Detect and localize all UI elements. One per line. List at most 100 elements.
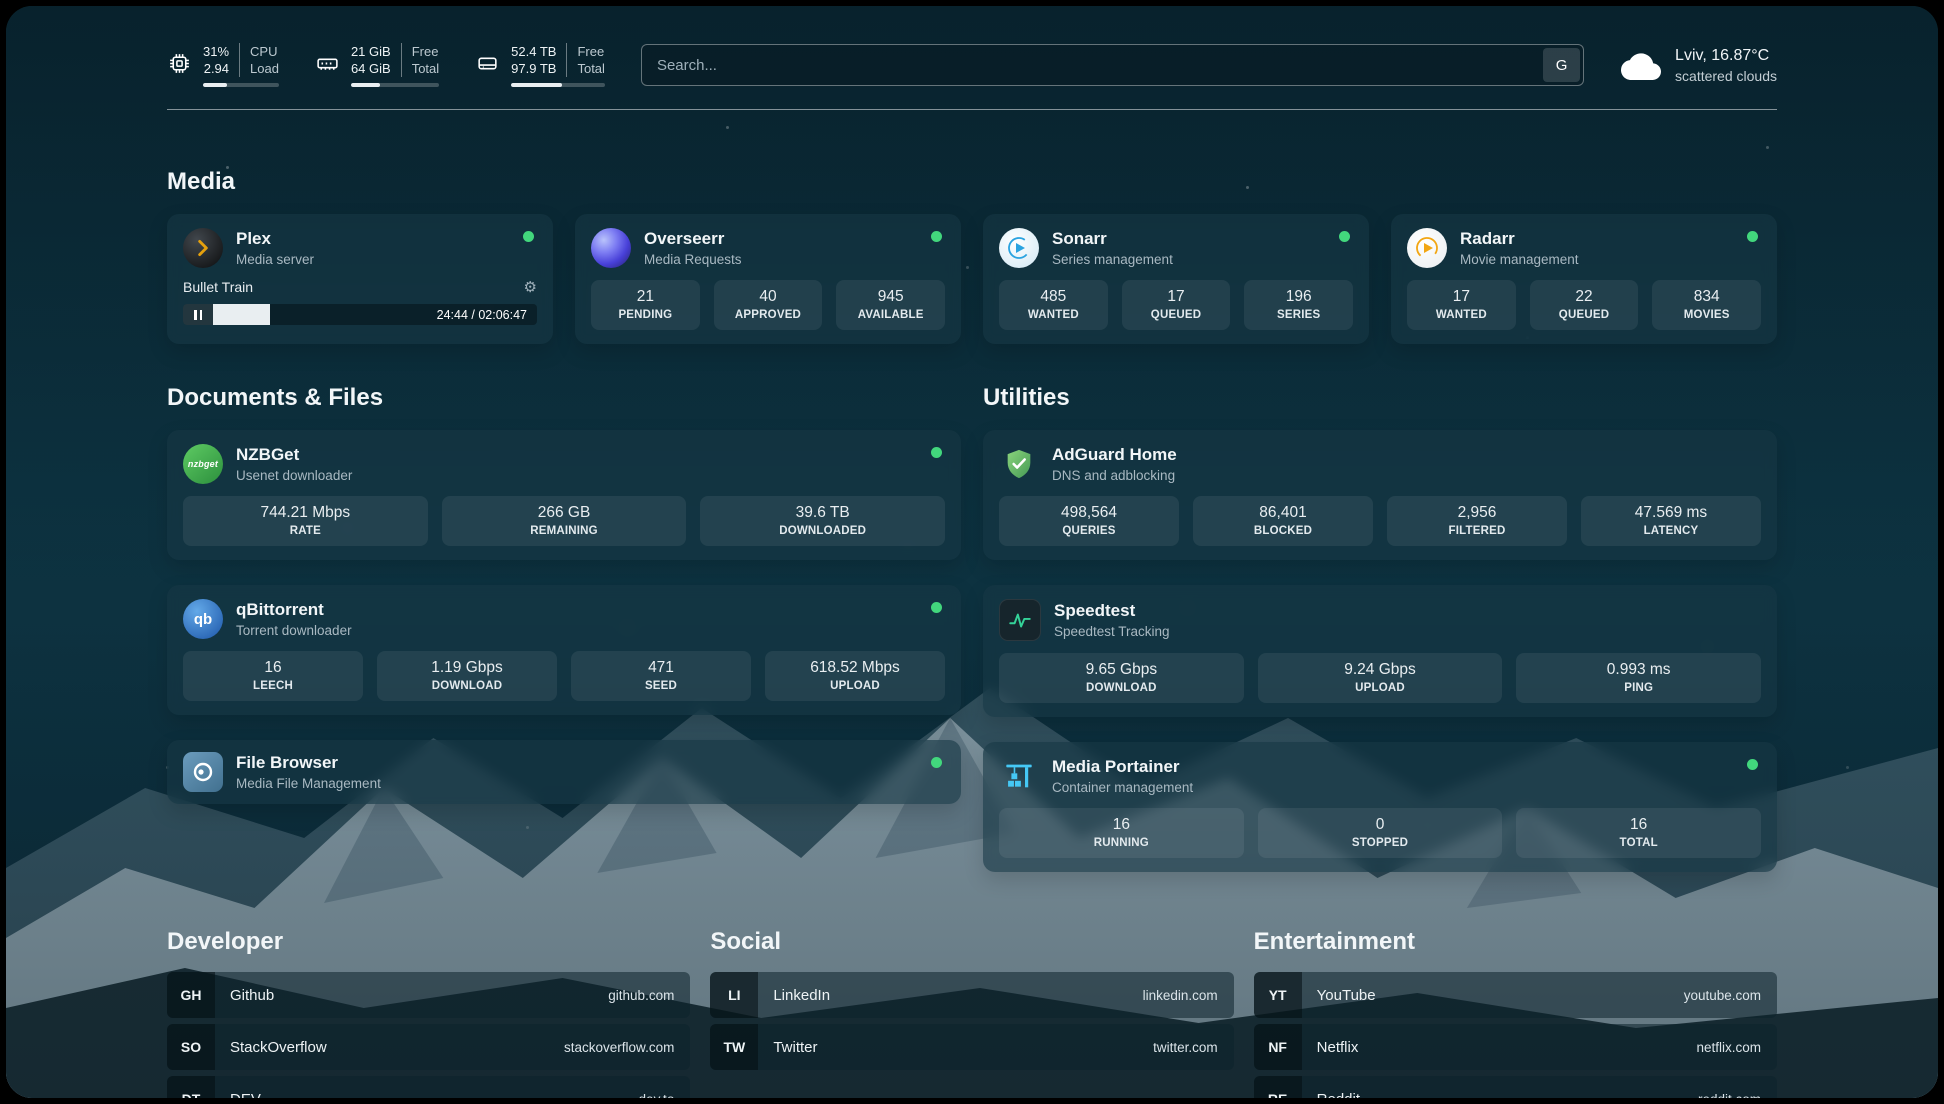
disk-progress-bar xyxy=(511,83,605,87)
ram-total: 64 GiB xyxy=(351,60,391,77)
app-card-adguard[interactable]: AdGuard Home DNS and adblocking 498,564Q… xyxy=(983,430,1777,560)
dashboard-content: 31% 2.94 CPU Load xyxy=(6,6,1938,1098)
plex-icon xyxy=(183,228,223,268)
stats-row: 498,564QUERIES 86,401BLOCKED 2,956FILTER… xyxy=(999,496,1761,546)
weather-widget: Lviv, 16.87°C scattered clouds xyxy=(1620,47,1777,84)
stat-box: 0STOPPED xyxy=(1258,808,1503,858)
cpu-progress-bar xyxy=(203,83,279,87)
stat-box: 0.993 msPING xyxy=(1516,653,1761,703)
stat-box: 9.24 GbpsUPLOAD xyxy=(1258,653,1503,703)
netflix-tile-icon: NF xyxy=(1254,1024,1302,1070)
app-card-sonarr[interactable]: Sonarr Series management 485WANTED 17QUE… xyxy=(983,214,1369,344)
status-dot xyxy=(1747,231,1758,242)
status-dot xyxy=(931,231,942,242)
app-card-radarr[interactable]: Radarr Movie management 17WANTED 22QUEUE… xyxy=(1391,214,1777,344)
stat-box: 945AVAILABLE xyxy=(836,280,945,330)
stat-box: 266 GBREMAINING xyxy=(442,496,687,546)
radarr-icon xyxy=(1407,228,1447,268)
stats-row: 17WANTED 22QUEUED 834MOVIES xyxy=(1407,280,1761,330)
documents-column: Documents & Files nzbget NZBGet Usenet d… xyxy=(167,384,961,872)
app-card-portainer[interactable]: Media Portainer Container management 16R… xyxy=(983,742,1777,872)
app-card-filebrowser[interactable]: File Browser Media File Management xyxy=(167,740,961,804)
utilities-column: Utilities AdGuard Home DNS and xyxy=(983,384,1777,872)
stat-box: 21PENDING xyxy=(591,280,700,330)
stat-box: 196SERIES xyxy=(1244,280,1353,330)
app-name: AdGuard Home xyxy=(1052,445,1177,465)
screenshot-frame: 31% 2.94 CPU Load xyxy=(0,0,1944,1104)
disk-total-label: Total xyxy=(577,60,604,77)
stat-box: 485WANTED xyxy=(999,280,1108,330)
ram-widget: 21 GiB 64 GiB Free Total xyxy=(315,43,439,87)
status-dot xyxy=(931,602,942,613)
section-title-social: Social xyxy=(710,928,1233,956)
stat-box: 9.65 GbpsDOWNLOAD xyxy=(999,653,1244,703)
cpu-load: 2.94 xyxy=(204,60,229,77)
stat-box: 17QUEUED xyxy=(1122,280,1231,330)
weather-location: Lviv, 16.87°C xyxy=(1675,47,1777,65)
app-name: Sonarr xyxy=(1052,229,1173,249)
app-card-speedtest[interactable]: Speedtest Speedtest Tracking 9.65 GbpsDO… xyxy=(983,585,1777,717)
disk-total: 97.9 TB xyxy=(511,60,556,77)
search-engine-button[interactable]: G xyxy=(1543,48,1580,82)
app-name: Plex xyxy=(236,229,314,249)
playback-progress-bar[interactable]: 24:44 / 02:06:47 xyxy=(183,304,537,325)
adguard-icon xyxy=(999,444,1039,484)
app-name: File Browser xyxy=(236,753,381,773)
bookmark-youtube[interactable]: YT YouTube youtube.com xyxy=(1254,972,1777,1018)
search-bar: G xyxy=(641,44,1584,86)
ram-progress-bar xyxy=(351,83,439,87)
header-divider xyxy=(167,109,1777,110)
stat-box: 471SEED xyxy=(571,651,751,701)
disk-icon xyxy=(475,43,500,76)
stat-box: 1.19 GbpsDOWNLOAD xyxy=(377,651,557,701)
stat-box: 744.21 MbpsRATE xyxy=(183,496,428,546)
bookmark-linkedin[interactable]: LI LinkedIn linkedin.com xyxy=(710,972,1233,1018)
stat-box: 47.569 msLATENCY xyxy=(1581,496,1761,546)
app-name: NZBGet xyxy=(236,445,352,465)
bookmark-twitter[interactable]: TW Twitter twitter.com xyxy=(710,1024,1233,1070)
search-input[interactable] xyxy=(645,57,1543,74)
pause-button[interactable] xyxy=(183,304,213,325)
app-card-overseerr[interactable]: Overseerr Media Requests 21PENDING 40APP… xyxy=(575,214,961,344)
sonarr-icon xyxy=(999,228,1039,268)
bookmark-github[interactable]: GH Github github.com xyxy=(167,972,690,1018)
media-grid: Plex Media server Bullet Train ⚙ 24:44 /… xyxy=(167,214,1777,344)
app-card-nzbget[interactable]: nzbget NZBGet Usenet downloader 744.21 M… xyxy=(167,430,961,560)
app-card-qbittorrent[interactable]: qb qBittorrent Torrent downloader 16LEEC… xyxy=(167,585,961,715)
section-title-documents: Documents & Files xyxy=(167,384,961,412)
filebrowser-icon xyxy=(183,752,223,792)
app-subtitle: DNS and adblocking xyxy=(1052,468,1177,483)
app-name: Overseerr xyxy=(644,229,742,249)
settings-gear-icon[interactable]: ⚙ xyxy=(524,278,537,296)
github-tile-icon: GH xyxy=(167,972,215,1018)
bookmark-stackoverflow[interactable]: SO StackOverflow stackoverflow.com xyxy=(167,1024,690,1070)
app-subtitle: Series management xyxy=(1052,252,1173,267)
app-subtitle: Media Requests xyxy=(644,252,742,267)
section-title-utilities: Utilities xyxy=(983,384,1777,412)
ram-free-label: Free xyxy=(412,43,439,60)
status-dot xyxy=(1339,231,1350,242)
app-subtitle: Usenet downloader xyxy=(236,468,352,483)
bookmark-dev[interactable]: DT DEV dev.to xyxy=(167,1076,690,1098)
twitter-tile-icon: TW xyxy=(710,1024,758,1070)
app-name: qBittorrent xyxy=(236,600,352,620)
stat-box: 16LEECH xyxy=(183,651,363,701)
app-card-plex[interactable]: Plex Media server Bullet Train ⚙ 24:44 /… xyxy=(167,214,553,344)
ram-icon xyxy=(315,43,340,76)
dashboard-screen: 31% 2.94 CPU Load xyxy=(6,6,1938,1098)
cloud-icon xyxy=(1620,50,1662,80)
stats-row: 485WANTED 17QUEUED 196SERIES xyxy=(999,280,1353,330)
nzbget-icon: nzbget xyxy=(183,444,223,484)
app-subtitle: Media server xyxy=(236,252,314,267)
bookmark-netflix[interactable]: NF Netflix netflix.com xyxy=(1254,1024,1777,1070)
status-dot xyxy=(931,757,942,768)
stat-box: 16RUNNING xyxy=(999,808,1244,858)
stats-row: 16RUNNING 0STOPPED 16TOTAL xyxy=(999,808,1761,858)
bookmark-reddit[interactable]: RE Reddit reddit.com xyxy=(1254,1076,1777,1098)
stat-box: 17WANTED xyxy=(1407,280,1516,330)
cpu-percent: 31% xyxy=(203,43,229,60)
youtube-tile-icon: YT xyxy=(1254,972,1302,1018)
stat-box: 618.52 MbpsUPLOAD xyxy=(765,651,945,701)
app-name: Speedtest xyxy=(1054,601,1170,621)
linkedin-tile-icon: LI xyxy=(710,972,758,1018)
